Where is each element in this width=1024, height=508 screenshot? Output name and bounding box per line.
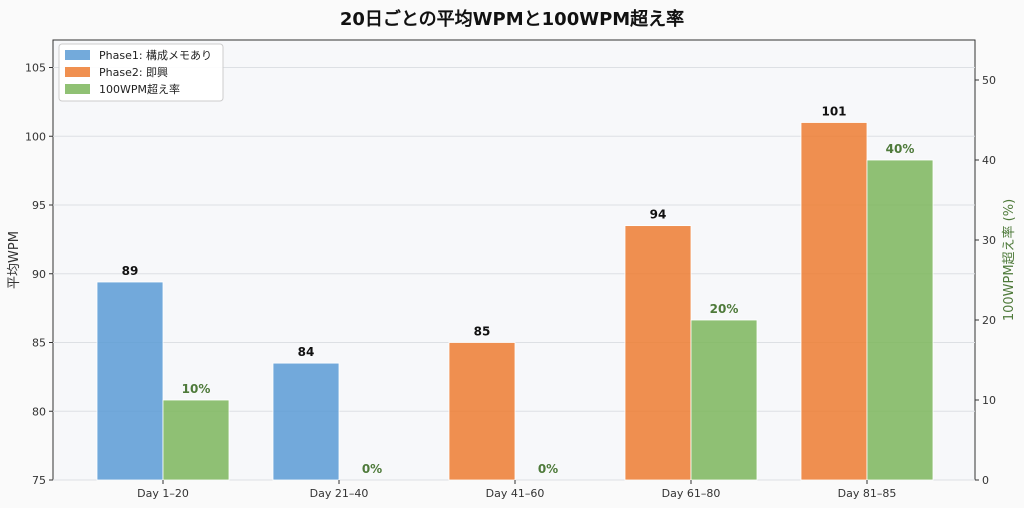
legend-swatch (65, 50, 90, 60)
y-right-tick-label: 40 (982, 154, 996, 167)
chart-title: 20日ごとの平均WPMと100WPM超え率 (340, 8, 684, 30)
y-tick-label: 95 (32, 199, 46, 212)
bar-wpm (96, 281, 164, 481)
y-tick-label: 90 (32, 268, 46, 281)
y-axis-right-label: 100WPM超え率 (%) (1001, 199, 1017, 321)
y-tick-label: 105 (25, 62, 46, 75)
legend-box (58, 43, 224, 102)
data-label: 84 (298, 345, 315, 359)
legend-swatch (65, 84, 90, 94)
x-tick-label: Day 61–80 (662, 487, 721, 500)
legend-label: 100WPM超え率 (99, 82, 180, 96)
y-axis-label: 平均WPM (7, 231, 22, 289)
data-label: 40% (886, 142, 915, 156)
legend: Phase1: 構成メモあり Phase2: 即興 100WPM超え率 (58, 43, 224, 102)
y-right-tick-label: 30 (982, 234, 996, 247)
x-tick-label: Day 81–85 (838, 487, 897, 500)
legend-label: Phase1: 構成メモあり (99, 49, 212, 62)
bar-wpm (624, 225, 692, 481)
data-label: 20% (710, 302, 739, 316)
y-right-tick-label: 20 (982, 314, 996, 327)
data-label: 85 (474, 325, 491, 339)
y-right-tick-label: 50 (982, 74, 996, 87)
y-tick-label: 80 (32, 405, 46, 418)
data-label: 10% (182, 382, 211, 396)
data-label: 94 (650, 208, 667, 222)
bar-wpm (272, 362, 340, 481)
legend-label: Phase2: 即興 (99, 66, 168, 79)
y-right-tick-label: 0 (982, 474, 989, 487)
x-tick-label: Day 21–40 (310, 487, 369, 500)
data-label: 101 (821, 105, 846, 119)
data-label: 0% (362, 462, 382, 476)
bar-wpm (448, 342, 516, 481)
y-right-tick-label: 10 (982, 394, 996, 407)
y-tick-label: 100 (25, 130, 46, 143)
y-tick-label: 75 (32, 474, 46, 487)
x-tick-label: Day 41–60 (486, 487, 545, 500)
data-label: 89 (122, 264, 139, 278)
y-tick-label: 85 (32, 337, 46, 350)
x-tick-label: Day 1–20 (137, 487, 189, 500)
legend-swatch (65, 67, 90, 77)
data-label: 0% (538, 462, 558, 476)
bar-rate (690, 319, 758, 481)
bar-rate (866, 159, 934, 481)
bar-rate (162, 399, 230, 481)
bar-wpm (800, 122, 868, 481)
